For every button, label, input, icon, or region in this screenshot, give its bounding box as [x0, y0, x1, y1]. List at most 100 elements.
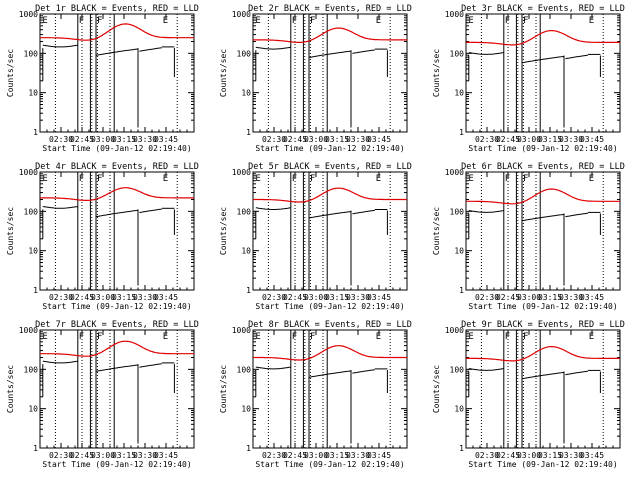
x-axis-label: Start Time (09-Jan-12 02:19:40) — [42, 302, 191, 311]
x-tick-label: 03:45 — [580, 135, 604, 144]
lld-series-line — [40, 187, 194, 201]
y-tick-label: 1000 — [232, 168, 251, 177]
x-tick-label: 02:45 — [496, 135, 520, 144]
x-tick-label: 02:30 — [49, 451, 73, 460]
y-tick-label: 10 — [454, 247, 464, 256]
flag-label: E — [376, 16, 381, 26]
events-series-line — [308, 50, 352, 58]
flag-label: F — [292, 174, 297, 184]
panel-title: Det 3r BLACK = Events, RED = LLD — [461, 4, 625, 14]
x-tick-label: 03:00 — [304, 293, 328, 302]
y-tick-label: 1 — [459, 286, 464, 295]
x-tick-label: 03:45 — [154, 135, 178, 144]
events-series-line — [42, 360, 78, 364]
flag-label: E — [589, 332, 594, 342]
panel-title: Det 6r BLACK = Events, RED = LLD — [461, 162, 625, 172]
x-tick-label: 02:30 — [475, 135, 499, 144]
y-tick-label: 1000 — [445, 168, 464, 177]
x-tick-label: 03:15 — [325, 451, 349, 460]
x-tick-label: 03:30 — [133, 135, 157, 144]
events-series-line — [42, 206, 78, 209]
flag-label: F — [310, 16, 315, 26]
plot-frame — [252, 13, 408, 133]
x-axis-label: Start Time (09-Jan-12 02:19:40) — [468, 460, 617, 469]
events-series-line — [308, 370, 352, 378]
y-axis-label: Counts/sec — [219, 49, 228, 97]
events-series-line — [352, 369, 375, 374]
y-tick-label: 1 — [33, 128, 38, 137]
x-tick-label: 02:30 — [475, 451, 499, 460]
x-tick-label: 03:30 — [559, 293, 583, 302]
y-tick-label: 10 — [28, 247, 38, 256]
plot-frame — [39, 329, 195, 449]
x-tick-label: 03:45 — [367, 135, 391, 144]
plot-frame — [39, 13, 195, 133]
x-tick-label: 03:00 — [91, 293, 115, 302]
events-series-line — [521, 213, 565, 222]
x-axis-label: Start Time (09-Jan-12 02:19:40) — [468, 302, 617, 311]
flag-label: E — [468, 174, 473, 184]
flag-label: F — [505, 16, 510, 26]
events-series-line — [42, 44, 78, 48]
y-tick-label: 1 — [246, 444, 251, 453]
panel-det-7r: Det 7r BLACK = Events, RED = LLD 1 10 100 10… — [6, 320, 199, 469]
x-tick-label: 02:30 — [475, 293, 499, 302]
lld-series-line — [253, 187, 407, 203]
y-tick-label: 10 — [241, 89, 251, 98]
events-series-line — [352, 49, 375, 54]
panel-title: Det 8r BLACK = Events, RED = LLD — [248, 320, 412, 330]
panel-det-4r: Det 4r BLACK = Events, RED = LLD 1 10 100 10… — [6, 162, 199, 311]
events-series-line — [468, 210, 504, 213]
panel-title: Det 5r BLACK = Events, RED = LLD — [248, 162, 412, 172]
events-series-line — [521, 55, 565, 64]
y-tick-label: 100 — [450, 49, 465, 58]
x-tick-label: 02:45 — [496, 451, 520, 460]
flag-label: F — [79, 16, 84, 26]
x-axis-label: Start Time (09-Jan-12 02:19:40) — [468, 144, 617, 153]
x-tick-label: 03:00 — [91, 135, 115, 144]
lld-series-line — [253, 27, 407, 43]
flag-label: E — [163, 16, 168, 26]
flag-label: E — [376, 174, 381, 184]
lld-series-line — [40, 340, 194, 357]
y-axis-label: Counts/sec — [219, 365, 228, 413]
events-series-line — [308, 211, 352, 219]
x-tick-label: 02:30 — [49, 135, 73, 144]
y-tick-label: 10 — [28, 89, 38, 98]
lld-series-line — [40, 23, 194, 41]
x-tick-label: 02:30 — [262, 135, 286, 144]
y-tick-label: 1000 — [19, 10, 38, 19]
y-axis-label: Counts/sec — [432, 207, 441, 255]
events-series-line — [468, 52, 504, 55]
x-tick-label: 03:45 — [367, 293, 391, 302]
events-series-line — [565, 212, 588, 218]
y-tick-label: 1000 — [232, 326, 251, 335]
flag-label: E — [255, 332, 260, 342]
lld-series-line — [253, 345, 407, 361]
y-tick-label: 1 — [33, 286, 38, 295]
flag-label: F — [505, 174, 510, 184]
x-tick-label: 03:00 — [517, 135, 541, 144]
x-axis-label: Start Time (09-Jan-12 02:19:40) — [255, 460, 404, 469]
x-tick-label: 02:45 — [283, 451, 307, 460]
x-tick-label: 03:45 — [154, 293, 178, 302]
x-axis-label: Start Time (09-Jan-12 02:19:40) — [42, 144, 191, 153]
y-tick-label: 1 — [459, 128, 464, 137]
flag-label: F — [523, 332, 528, 342]
x-axis-label: Start Time (09-Jan-12 02:19:40) — [255, 144, 404, 153]
y-tick-label: 1 — [246, 128, 251, 137]
flag-label: E — [589, 174, 594, 184]
flag-label: F — [505, 332, 510, 342]
flag-label: E — [163, 174, 168, 184]
panel-det-6r: Det 6r BLACK = Events, RED = LLD 1 10 100 10… — [432, 162, 625, 311]
x-tick-label: 03:15 — [538, 451, 562, 460]
y-tick-label: 10 — [28, 405, 38, 414]
y-tick-label: 1 — [33, 444, 38, 453]
panel-title: Det 7r BLACK = Events, RED = LLD — [35, 320, 199, 330]
y-tick-label: 1 — [246, 286, 251, 295]
x-tick-label: 03:00 — [304, 451, 328, 460]
x-tick-label: 02:45 — [70, 293, 94, 302]
lld-series-line — [466, 346, 620, 362]
flag-label: F — [310, 174, 315, 184]
events-series-line — [95, 364, 139, 372]
